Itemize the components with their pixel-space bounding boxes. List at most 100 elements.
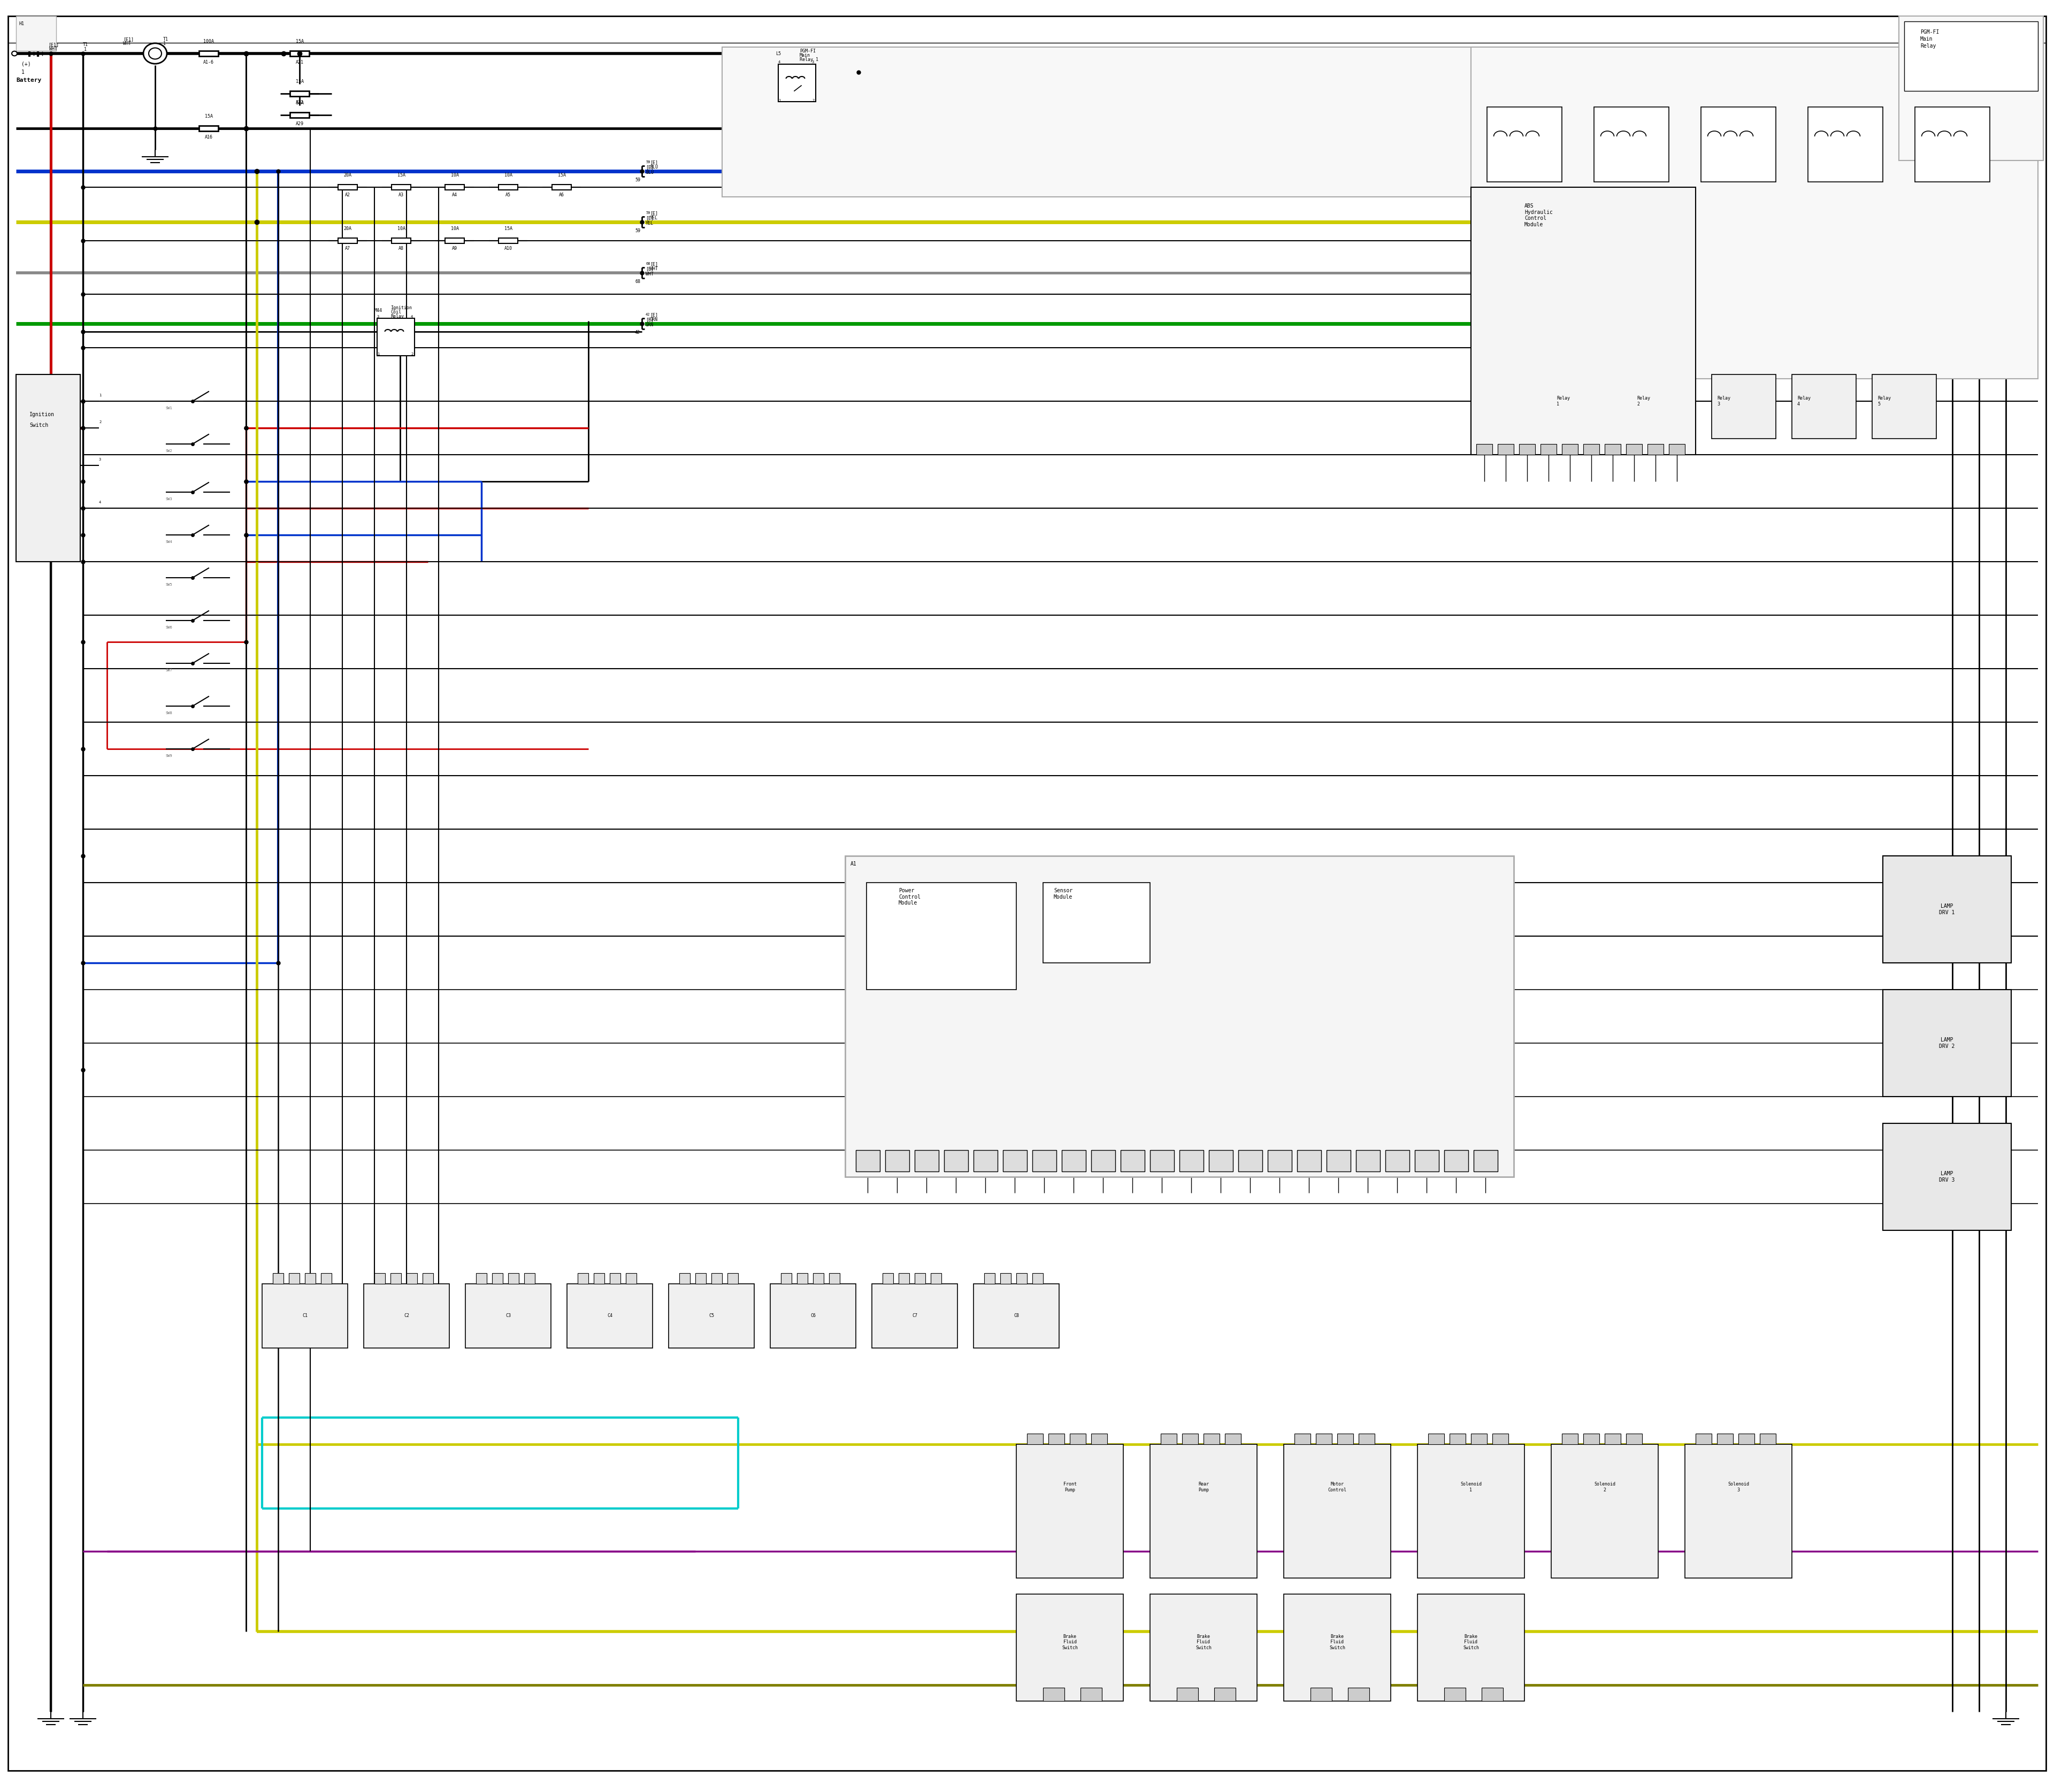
Bar <box>1033 1272 1043 1283</box>
Bar <box>1717 1434 1734 1444</box>
Bar <box>1177 1688 1197 1701</box>
Bar <box>1668 444 1684 455</box>
Text: [E]: [E] <box>649 262 657 267</box>
Text: (+): (+) <box>21 61 31 66</box>
Text: A29: A29 <box>296 122 304 125</box>
Text: 10A: 10A <box>396 226 405 231</box>
Text: Relay
4: Relay 4 <box>1797 396 1812 407</box>
Bar <box>553 185 571 190</box>
Bar <box>16 16 55 50</box>
Text: 4: 4 <box>778 61 781 65</box>
Text: T1: T1 <box>162 38 168 41</box>
Bar <box>1551 375 1614 439</box>
Bar <box>304 1272 316 1283</box>
Text: 10A: 10A <box>450 172 458 177</box>
Bar <box>1481 1688 1504 1701</box>
Text: 15A: 15A <box>296 79 304 84</box>
Text: PGM-FI: PGM-FI <box>1920 29 1939 34</box>
Bar <box>1627 444 1641 455</box>
Bar <box>364 1283 450 1348</box>
Text: Relay: Relay <box>1920 43 1937 48</box>
Text: 42: 42 <box>645 314 651 315</box>
Bar <box>1450 1434 1467 1444</box>
Bar <box>1647 444 1664 455</box>
Bar <box>1310 1688 1331 1701</box>
Bar <box>1347 1688 1370 1701</box>
Text: A3: A3 <box>398 192 405 197</box>
Bar <box>900 1272 910 1283</box>
Bar <box>813 1272 824 1283</box>
Text: M44: M44 <box>374 308 382 314</box>
Bar <box>1179 1150 1204 1172</box>
Bar <box>670 1283 754 1348</box>
Text: 2: 2 <box>99 421 101 423</box>
Text: 4: 4 <box>99 500 101 504</box>
Bar <box>778 65 815 102</box>
Bar <box>1697 1434 1711 1444</box>
Text: ABS
Hydraulic
Control
Module: ABS Hydraulic Control Module <box>1524 202 1553 228</box>
Bar <box>477 1272 487 1283</box>
Bar <box>507 1272 520 1283</box>
Text: Relay
5: Relay 5 <box>1877 396 1892 407</box>
Bar <box>1091 1434 1107 1444</box>
Bar <box>1471 47 2038 378</box>
Text: A22: A22 <box>296 100 304 106</box>
Text: Relay: Relay <box>390 314 405 319</box>
Bar <box>1062 1150 1087 1172</box>
Bar <box>1444 1688 1467 1701</box>
Bar <box>1791 375 1857 439</box>
Text: 3: 3 <box>378 315 380 319</box>
Bar <box>423 1272 433 1283</box>
Bar <box>594 1272 604 1283</box>
Bar <box>1415 1150 1440 1172</box>
Bar <box>984 1272 994 1283</box>
Text: T1: T1 <box>82 43 88 47</box>
Bar <box>290 113 310 118</box>
Text: Brake
Fluid
Switch: Brake Fluid Switch <box>1329 1634 1345 1650</box>
Bar <box>1284 1444 1391 1579</box>
Text: [E1]: [E1] <box>123 38 134 41</box>
Bar <box>390 1272 401 1283</box>
Bar <box>1161 1434 1177 1444</box>
Text: SW4: SW4 <box>166 539 173 543</box>
Bar <box>1540 444 1557 455</box>
Text: Battery: Battery <box>16 77 41 82</box>
Bar <box>1884 1124 2011 1231</box>
Text: 15A: 15A <box>205 115 214 118</box>
Bar <box>199 50 218 56</box>
Bar <box>1684 1444 1791 1579</box>
Text: 3: 3 <box>99 459 101 461</box>
Text: Power
Control
Module: Power Control Module <box>900 889 920 905</box>
Text: 20A: 20A <box>343 226 351 231</box>
Text: 10A: 10A <box>296 100 304 106</box>
Bar <box>914 1150 939 1172</box>
Bar <box>1121 1150 1144 1172</box>
Bar <box>1493 1434 1508 1444</box>
Text: SW2: SW2 <box>166 450 173 453</box>
Text: A4: A4 <box>452 192 458 197</box>
Text: 100A: 100A <box>203 39 214 43</box>
Text: 15A: 15A <box>503 226 511 231</box>
Bar <box>16 375 80 561</box>
Text: C4: C4 <box>608 1314 612 1319</box>
Text: 15A: 15A <box>557 172 565 177</box>
Text: 59: 59 <box>645 161 651 163</box>
Text: 59: 59 <box>645 211 651 215</box>
Bar <box>1914 108 1990 181</box>
Bar <box>883 1272 893 1283</box>
Bar <box>493 1272 503 1283</box>
Text: [E]
YEL: [E] YEL <box>645 215 653 226</box>
Bar <box>1428 1434 1444 1444</box>
Bar <box>1002 1150 1027 1172</box>
Text: A21: A21 <box>296 59 304 65</box>
Bar <box>567 1283 653 1348</box>
Text: C1: C1 <box>302 1314 308 1319</box>
Text: A5: A5 <box>505 192 511 197</box>
Text: C8: C8 <box>1013 1314 1019 1319</box>
Text: 1: 1 <box>21 70 25 75</box>
Text: C3: C3 <box>505 1314 511 1319</box>
Bar <box>1327 1150 1352 1172</box>
Bar <box>1497 444 1514 455</box>
Text: WHT: WHT <box>123 41 131 47</box>
Bar <box>1239 1150 1263 1172</box>
